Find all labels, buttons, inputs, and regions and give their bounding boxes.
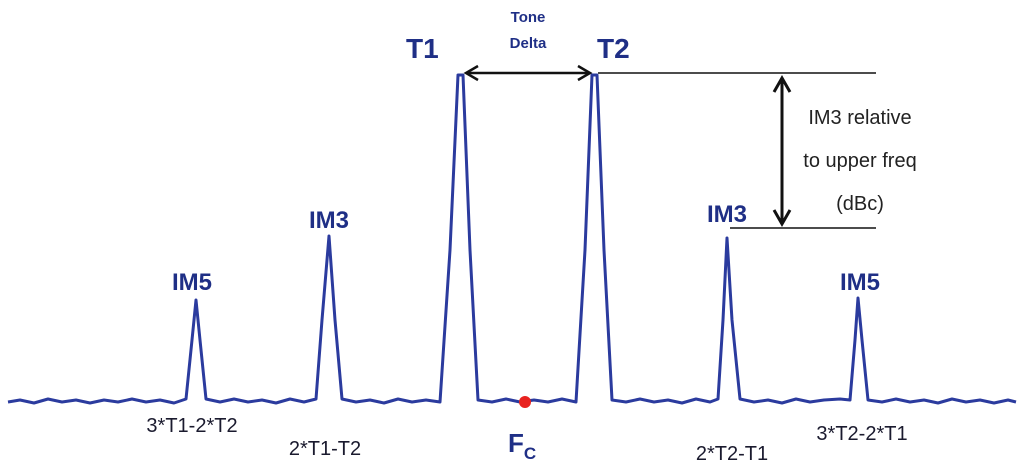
center-frequency-marker (519, 396, 531, 408)
t1-label: T1 (406, 33, 439, 64)
tone-delta-arrow (463, 64, 593, 82)
im3-right-label: IM3 (707, 201, 747, 228)
fc-subscript: C (524, 444, 536, 463)
tone-delta-label-line1: Tone (511, 9, 546, 26)
im5-left-label: IM5 (172, 269, 212, 296)
im3-left-label: IM3 (309, 207, 349, 234)
tone-delta-label-line2: Delta (510, 35, 547, 52)
im3-left-formula: 2*T1-T2 (289, 438, 361, 460)
im3-relative-line1: IM3 relative (808, 107, 911, 129)
dbc-arrow (772, 74, 792, 228)
t2-label: T2 (597, 33, 630, 64)
im5-right-label: IM5 (840, 269, 880, 296)
im3-relative-line2: to upper freq (803, 150, 916, 172)
fc-label: FC (508, 428, 536, 463)
im5-right-formula: 3*T2-2*T1 (816, 423, 907, 445)
fc-main: F (508, 428, 524, 458)
im3-relative-line3: (dBc) (836, 193, 884, 215)
im5-left-formula: 3*T1-2*T2 (146, 415, 237, 437)
im3-right-formula: 2*T2-T1 (696, 443, 768, 465)
